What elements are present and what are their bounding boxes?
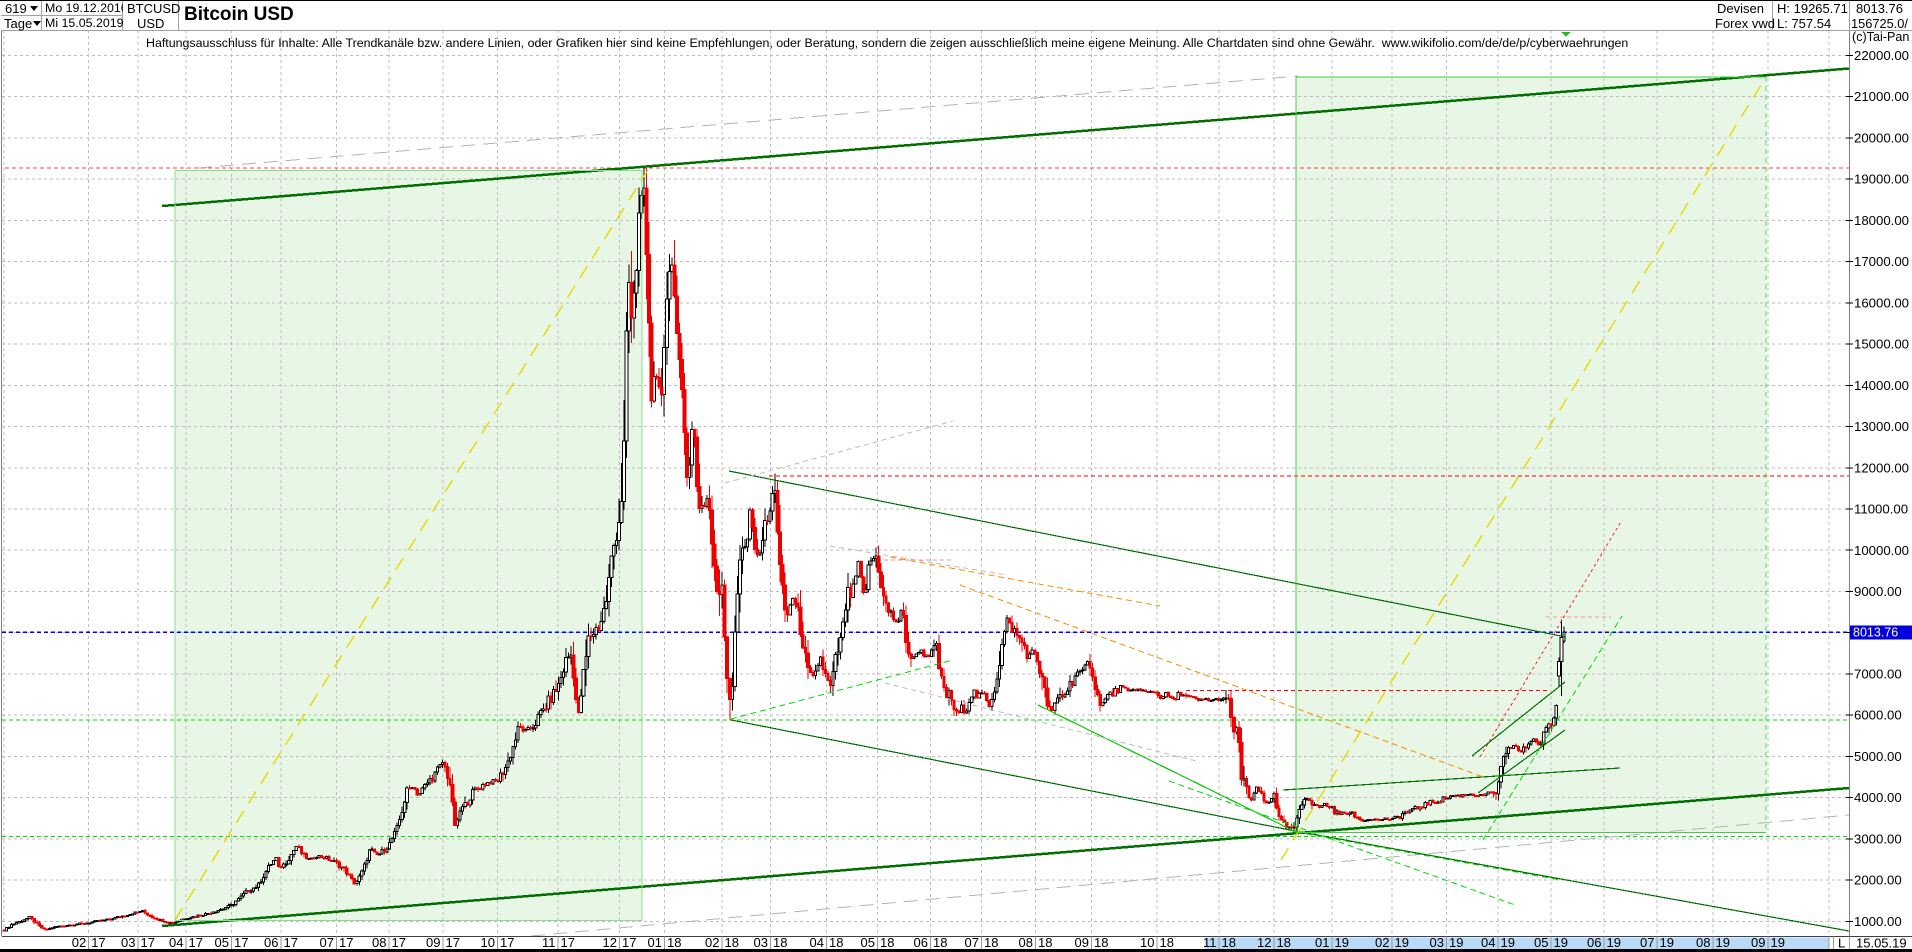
svg-text:1000.00: 1000.00 bbox=[1854, 914, 1902, 929]
svg-text:15000.00: 15000.00 bbox=[1854, 337, 1909, 352]
svg-text:17: 17 bbox=[234, 935, 248, 950]
svg-text:06: 06 bbox=[1587, 935, 1601, 950]
svg-text:02: 02 bbox=[705, 935, 719, 950]
svg-text:13000.00: 13000.00 bbox=[1854, 419, 1909, 434]
svg-text:18: 18 bbox=[667, 935, 681, 950]
svg-text:18: 18 bbox=[1277, 935, 1291, 950]
svg-text:(c)Tai-Pan: (c)Tai-Pan bbox=[1852, 30, 1909, 44]
svg-text:17: 17 bbox=[392, 935, 406, 950]
svg-text:15.05.19: 15.05.19 bbox=[1856, 936, 1907, 951]
svg-text:09: 09 bbox=[1075, 935, 1089, 950]
svg-text:21000.00: 21000.00 bbox=[1854, 89, 1909, 104]
svg-text:18: 18 bbox=[880, 935, 894, 950]
svg-text:17: 17 bbox=[189, 935, 203, 950]
svg-text:18: 18 bbox=[1222, 935, 1236, 950]
svg-text:10000.00: 10000.00 bbox=[1854, 543, 1909, 558]
svg-text:19: 19 bbox=[1501, 935, 1515, 950]
svg-text:17: 17 bbox=[446, 935, 460, 950]
svg-text:19: 19 bbox=[1395, 935, 1409, 950]
svg-text:18: 18 bbox=[829, 935, 843, 950]
svg-text:L: L bbox=[1838, 936, 1845, 951]
svg-text:01: 01 bbox=[1315, 935, 1329, 950]
svg-text:17: 17 bbox=[500, 935, 514, 950]
svg-text:03: 03 bbox=[121, 935, 135, 950]
svg-text:04: 04 bbox=[1481, 935, 1495, 950]
svg-text:11: 11 bbox=[542, 935, 556, 950]
svg-text:19: 19 bbox=[1660, 935, 1674, 950]
svg-text:08: 08 bbox=[372, 935, 386, 950]
svg-text:3000.00: 3000.00 bbox=[1854, 832, 1902, 847]
svg-text:8013.76: 8013.76 bbox=[1853, 626, 1898, 640]
svg-text:5000.00: 5000.00 bbox=[1854, 749, 1902, 764]
svg-text:01: 01 bbox=[648, 935, 662, 950]
svg-text:18: 18 bbox=[725, 935, 739, 950]
svg-text:2000.00: 2000.00 bbox=[1854, 873, 1902, 888]
svg-text:09: 09 bbox=[1751, 935, 1765, 950]
svg-text:02: 02 bbox=[72, 935, 86, 950]
svg-text:18: 18 bbox=[933, 935, 947, 950]
svg-text:17: 17 bbox=[91, 935, 105, 950]
svg-text:19: 19 bbox=[1771, 935, 1785, 950]
svg-text:17000.00: 17000.00 bbox=[1854, 254, 1909, 269]
svg-text:05: 05 bbox=[861, 935, 875, 950]
svg-text:12: 12 bbox=[603, 935, 617, 950]
svg-text:18000.00: 18000.00 bbox=[1854, 213, 1909, 228]
svg-text:18: 18 bbox=[1094, 935, 1108, 950]
svg-text:02: 02 bbox=[1375, 935, 1389, 950]
svg-text:17: 17 bbox=[339, 935, 353, 950]
svg-text:09: 09 bbox=[426, 935, 440, 950]
svg-text:06: 06 bbox=[914, 935, 928, 950]
svg-text:14000.00: 14000.00 bbox=[1854, 378, 1909, 393]
svg-text:12000.00: 12000.00 bbox=[1854, 460, 1909, 475]
svg-text:18: 18 bbox=[1038, 935, 1052, 950]
svg-text:03: 03 bbox=[754, 935, 768, 950]
svg-text:18: 18 bbox=[984, 935, 998, 950]
svg-text:6000.00: 6000.00 bbox=[1854, 708, 1902, 723]
svg-text:19: 19 bbox=[1335, 935, 1349, 950]
svg-text:11: 11 bbox=[1203, 935, 1217, 950]
svg-text:11000.00: 11000.00 bbox=[1854, 502, 1908, 517]
svg-text:19: 19 bbox=[1554, 935, 1568, 950]
svg-text:20000.00: 20000.00 bbox=[1854, 130, 1909, 145]
svg-text:4000.00: 4000.00 bbox=[1854, 790, 1902, 805]
svg-text:04: 04 bbox=[169, 935, 183, 950]
svg-text:9000.00: 9000.00 bbox=[1854, 584, 1902, 599]
svg-text:12: 12 bbox=[1257, 935, 1271, 950]
svg-text:10: 10 bbox=[1140, 935, 1154, 950]
svg-text:18: 18 bbox=[1160, 935, 1174, 950]
svg-text:06: 06 bbox=[264, 935, 278, 950]
svg-text:22000.00: 22000.00 bbox=[1854, 48, 1909, 63]
svg-text:08: 08 bbox=[1019, 935, 1033, 950]
svg-text:05: 05 bbox=[1534, 935, 1548, 950]
svg-text:17: 17 bbox=[284, 935, 298, 950]
svg-text:19: 19 bbox=[1716, 935, 1730, 950]
svg-text:03: 03 bbox=[1430, 935, 1444, 950]
svg-text:05: 05 bbox=[215, 935, 229, 950]
svg-text:18: 18 bbox=[773, 935, 787, 950]
svg-text:07: 07 bbox=[965, 935, 979, 950]
svg-text:17: 17 bbox=[561, 935, 575, 950]
svg-text:17: 17 bbox=[622, 935, 636, 950]
svg-text:04: 04 bbox=[810, 935, 824, 950]
svg-text:7000.00: 7000.00 bbox=[1854, 667, 1902, 682]
svg-text:17: 17 bbox=[141, 935, 155, 950]
svg-text:19: 19 bbox=[1449, 935, 1463, 950]
svg-text:19: 19 bbox=[1607, 935, 1621, 950]
svg-text:16000.00: 16000.00 bbox=[1854, 295, 1909, 310]
svg-text:19000.00: 19000.00 bbox=[1854, 172, 1909, 187]
svg-text:10: 10 bbox=[481, 935, 495, 950]
svg-text:07: 07 bbox=[1640, 935, 1654, 950]
svg-text:08: 08 bbox=[1696, 935, 1710, 950]
svg-text:07: 07 bbox=[320, 935, 334, 950]
